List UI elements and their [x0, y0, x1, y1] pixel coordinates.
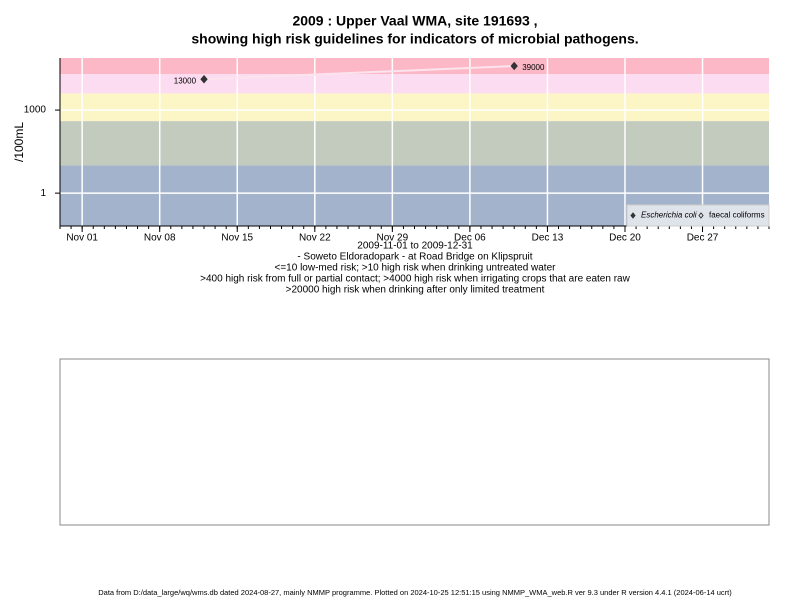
data-label: 39000 — [522, 63, 545, 72]
x-tick-label: Nov 15 — [221, 233, 253, 244]
legend-label: faecal coliforms — [709, 211, 765, 220]
series-line — [203, 65, 515, 81]
x-tick-label: Dec 20 — [609, 233, 641, 244]
chart-title: showing high risk guidelines for indicat… — [191, 31, 638, 47]
subtitle: >400 high risk from full or partial cont… — [200, 274, 630, 285]
x-tick-label: Dec 27 — [687, 233, 719, 244]
footer: Data from D:/data_large/wq/wms.db dated … — [98, 588, 732, 597]
x-tick-label: Nov 29 — [377, 233, 409, 244]
subtitle: <=10 low-med risk; >10 high risk when dr… — [275, 263, 557, 274]
risk-band — [60, 93, 769, 122]
y-tick-label: 1000 — [24, 105, 47, 116]
empty-panel — [59, 358, 770, 526]
y-tick-label: 1 — [40, 188, 46, 199]
chart-title: 2009 : Upper Vaal WMA, site 191693 , — [292, 13, 537, 29]
data-label: 13000 — [174, 76, 197, 85]
risk-band — [60, 121, 769, 166]
legend-marker — [630, 212, 636, 219]
subtitle: 2009-11-01 to 2009-12-31 — [357, 241, 473, 252]
data-point — [510, 61, 518, 71]
risk-band — [60, 74, 769, 94]
x-tick-label: Dec 13 — [532, 233, 564, 244]
x-tick-label: Dec 06 — [454, 233, 486, 244]
risk-band — [60, 58, 769, 75]
legend-marker — [698, 212, 704, 219]
subtitle: >20000 high risk when drinking after onl… — [286, 285, 545, 296]
data-point — [200, 74, 208, 84]
x-tick-label: Nov 22 — [299, 233, 331, 244]
y-axis-label: /100mL — [12, 122, 26, 162]
subtitle: - Soweto Eldoradopark - at Road Bridge o… — [297, 252, 532, 263]
legend-label: Escherichia coli — [641, 211, 697, 220]
legend-box — [626, 204, 770, 227]
x-tick-label: Nov 08 — [144, 233, 176, 244]
x-tick-label: Nov 01 — [66, 233, 98, 244]
